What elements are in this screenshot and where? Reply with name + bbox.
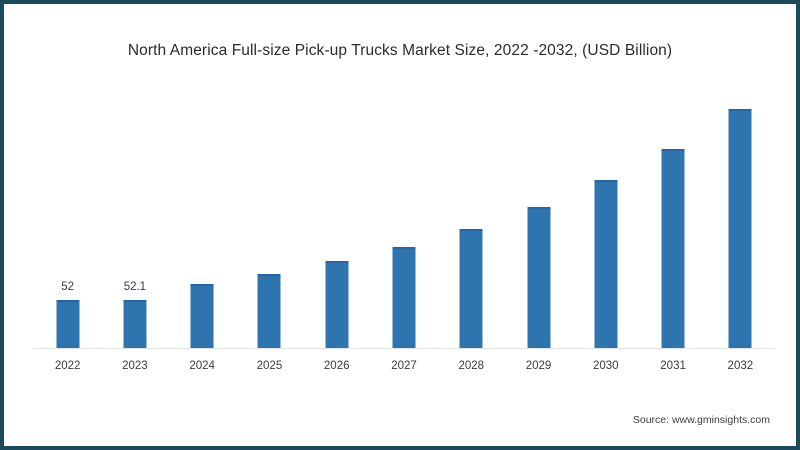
bar-group: 2027: [370, 99, 437, 372]
bars-layer: 52 2022 52.1 2023 2024 2025 2026 2027 2028 2029 20…: [34, 99, 774, 372]
x-axis-tick-label: 2030: [593, 360, 619, 372]
bar-group: 2032: [707, 99, 774, 372]
bar[interactable]: [56, 299, 80, 349]
bar[interactable]: [325, 261, 349, 349]
plot-area: 52 2022 52.1 2023 2024 2025 2026 2027 2028 2029 20…: [34, 99, 774, 372]
x-axis-tick-label: 2027: [391, 360, 417, 372]
bar-group: 2025: [236, 99, 303, 372]
bar[interactable]: [190, 283, 214, 349]
x-axis-tick-label: 2022: [54, 360, 81, 372]
x-axis-tick-label: 2025: [256, 360, 283, 372]
bar[interactable]: [459, 229, 483, 349]
bar[interactable]: [527, 206, 551, 349]
bar-group: 2024: [169, 99, 236, 372]
x-axis-line: [34, 348, 774, 349]
bar[interactable]: [728, 109, 752, 349]
bar-value-label: 52.1: [123, 280, 147, 293]
x-axis-tick-label: 2032: [727, 360, 754, 372]
bar-group: 2030: [572, 99, 639, 372]
x-axis-tick-label: 2023: [122, 360, 148, 372]
bar-group: 2029: [505, 99, 572, 372]
bar-group: 2026: [303, 99, 370, 372]
bar[interactable]: [123, 299, 147, 349]
bar[interactable]: [257, 273, 281, 349]
x-axis-tick-label: 2024: [189, 360, 215, 372]
bar-group: 52 2022: [34, 99, 101, 372]
bar[interactable]: [392, 247, 416, 349]
x-axis-tick-label: 2031: [660, 360, 686, 372]
bar[interactable]: [661, 149, 685, 349]
x-axis-tick-label: 2029: [525, 360, 552, 372]
x-axis-tick-label: 2026: [323, 360, 350, 372]
page-title: North America Full-size Pick-up Trucks M…: [127, 42, 673, 59]
bar-group: 52.1 2023: [101, 99, 168, 372]
x-axis-tick-label: 2028: [458, 360, 485, 372]
source-attribution: Source: www.gminsights.com: [632, 414, 770, 426]
chart-canvas: North America Full-size Pick-up Trucks M…: [4, 4, 796, 446]
bar-group: 2031: [639, 99, 706, 372]
bar-value-label: 52: [61, 280, 75, 293]
bar-group: 2028: [438, 99, 505, 372]
bar[interactable]: [594, 180, 618, 349]
